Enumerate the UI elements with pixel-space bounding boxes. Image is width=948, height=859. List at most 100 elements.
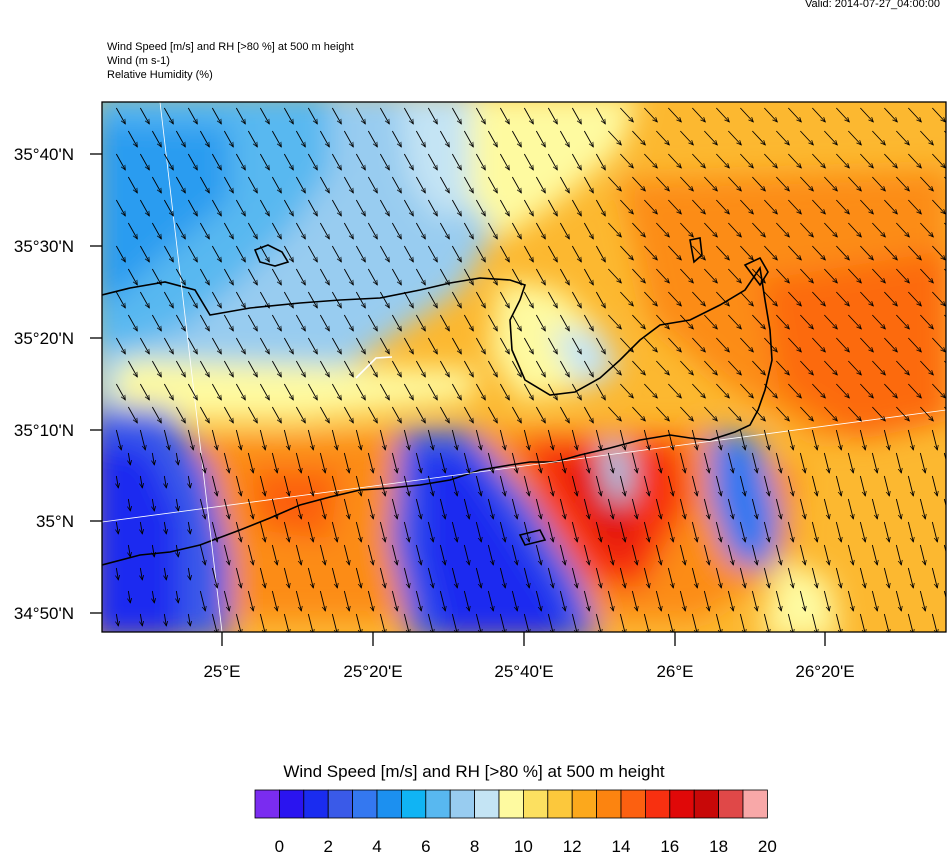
wind-arrow	[391, 130, 401, 147]
wind-arrow	[740, 245, 753, 260]
wind-arrow	[523, 475, 529, 496]
wind-arrow	[788, 337, 801, 352]
wind-arrow	[908, 291, 921, 306]
wind-arrow	[656, 360, 669, 375]
wind-arrow	[439, 176, 449, 193]
wind-arrow	[199, 130, 209, 147]
wind-arrow	[692, 337, 705, 352]
wind-arrow	[776, 268, 789, 283]
wind-arrow	[211, 613, 217, 632]
wind-arrow	[259, 429, 265, 450]
wind-arrow	[883, 613, 889, 632]
wind-arrow	[763, 475, 769, 496]
wind-arrow	[812, 337, 825, 352]
wind-arrow	[499, 475, 505, 496]
wind-arrow	[355, 567, 361, 588]
wind-arrow	[259, 337, 269, 354]
wind-arrow	[151, 268, 161, 285]
wind-arrow	[656, 130, 669, 145]
wind-arrow	[680, 360, 693, 375]
wind-arrow	[632, 360, 645, 375]
wind-arrow	[595, 567, 601, 588]
wind-arrow	[547, 199, 557, 216]
wind-arrow	[835, 521, 841, 542]
wind-arrow	[859, 613, 865, 632]
wind-arrow	[919, 544, 925, 565]
wind-arrow	[487, 176, 497, 193]
wind-arrow	[752, 406, 765, 421]
wind-arrow	[331, 337, 341, 354]
wind-arrow	[680, 268, 693, 283]
colorbar-label: 20	[757, 837, 777, 856]
wind-arrow	[739, 475, 745, 496]
wind-arrow	[823, 498, 829, 519]
wind-arrow	[871, 452, 877, 473]
wind-arrow	[331, 291, 341, 308]
wind-arrow	[259, 521, 265, 542]
lat-axis: 35°40'N 35°30'N 35°20'N 35°10'N 35°N 34°…	[14, 145, 102, 623]
wind-arrow	[884, 199, 897, 214]
wind-arrow	[152, 590, 154, 603]
wind-arrow	[211, 199, 221, 216]
wind-arrow	[343, 498, 349, 519]
wind-arrow	[608, 130, 621, 145]
wind-arrow	[559, 268, 569, 285]
wind-arrow	[883, 475, 889, 496]
wind-arrow	[776, 406, 789, 421]
wind-arrow	[283, 337, 293, 354]
wind-arrow	[319, 360, 329, 377]
wind-arrow	[595, 613, 601, 632]
wind-arrow	[727, 544, 733, 565]
wind-arrow	[283, 567, 289, 588]
wind-arrow	[463, 130, 473, 147]
wind-arrow	[175, 268, 185, 285]
wind-arrow	[571, 337, 581, 354]
wind-arrow	[355, 613, 361, 632]
wind-arrow	[379, 245, 389, 262]
wind-arrow	[283, 199, 293, 216]
wind-arrow	[307, 521, 313, 542]
wind-arrow	[739, 521, 745, 542]
wind-arrow	[547, 245, 557, 262]
wind-arrow	[860, 153, 873, 168]
wind-arrow	[128, 498, 130, 511]
wind-arrow	[884, 291, 897, 306]
wind-arrow	[439, 544, 445, 565]
lat-label: 35°30'N	[14, 237, 74, 256]
wind-arrow	[223, 406, 233, 423]
wind-arrow	[799, 498, 805, 519]
wind-arrow	[211, 153, 221, 170]
wind-arrow	[343, 360, 353, 377]
wind-arrow	[331, 199, 341, 216]
wind-arrow	[451, 291, 461, 308]
wind-arrow	[583, 130, 593, 147]
colorbar-swatch	[425, 789, 451, 819]
wind-arrow	[571, 383, 581, 400]
wind-arrow	[547, 291, 557, 308]
wind-arrow	[139, 291, 149, 308]
wind-arrow	[620, 245, 633, 260]
wind-arrow	[812, 199, 825, 214]
wind-arrow	[655, 590, 661, 611]
wind-arrow	[176, 590, 178, 603]
wind-arrow	[523, 613, 529, 632]
colorbar-swatch	[523, 789, 549, 819]
wind-arrow	[163, 291, 173, 308]
wind-arrow	[463, 452, 469, 473]
wind-arrow	[475, 245, 485, 262]
wind-arrow	[751, 544, 757, 565]
colorbar-label: 2	[323, 837, 333, 856]
wind-arrow	[152, 452, 154, 465]
wind-arrow	[379, 429, 385, 450]
wind-arrow	[788, 199, 801, 214]
wind-arrow	[367, 130, 377, 147]
wind-arrow	[331, 613, 337, 632]
wind-arrow	[439, 452, 445, 473]
wind-arrow	[199, 222, 209, 239]
wind-arrow	[116, 475, 118, 488]
colorbar-label: 8	[469, 837, 480, 856]
wind-arrow	[487, 498, 493, 519]
wind-arrow	[691, 613, 697, 632]
wind-arrow	[559, 452, 565, 473]
wind-arrow	[247, 452, 253, 473]
